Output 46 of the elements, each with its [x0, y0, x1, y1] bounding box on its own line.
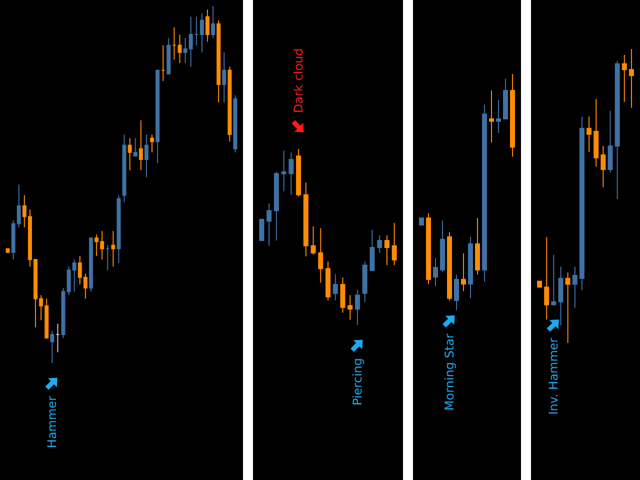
candlestick: [608, 110, 613, 173]
candlestick: [622, 54, 627, 102]
candlestick: [288, 152, 294, 196]
candlestick: [489, 90, 494, 143]
candlestick: [551, 254, 556, 306]
annotation: Hammer: [45, 396, 60, 448]
candlestick: [377, 234, 382, 254]
candlestick: [178, 34, 182, 64]
candlestick: [496, 99, 501, 134]
candlestick: [111, 230, 116, 268]
annotation: Inv. Hammer: [546, 338, 561, 415]
candlestick: [586, 116, 592, 152]
annotation: Piercing: [350, 358, 364, 406]
candlestick: [392, 222, 397, 266]
candlestick: [384, 234, 390, 266]
candlestick: [558, 266, 564, 326]
candlestick: [544, 236, 550, 320]
candlestick: [461, 252, 466, 292]
candlestick: [222, 52, 226, 103]
candlestick: [205, 9, 210, 42]
candlestick: [348, 294, 353, 320]
candlestick: [332, 273, 338, 301]
candlestick: [370, 229, 375, 271]
candlestick: [50, 330, 54, 364]
candlestick: [281, 150, 286, 192]
candlestick: [628, 48, 634, 108]
annotation: Morning Star: [442, 334, 456, 411]
candlestick: [150, 134, 154, 153]
candlestick: [259, 218, 264, 242]
candlestick: [433, 258, 438, 287]
candlestick: [144, 134, 148, 178]
candlestick: [138, 120, 143, 171]
candlestick: [318, 228, 324, 284]
candlestick: [454, 274, 459, 310]
candlestick: [211, 6, 216, 39]
candlestick: [340, 276, 346, 314]
candlestick: [128, 138, 132, 171]
candlestick: [133, 138, 138, 156]
candlestick: [600, 146, 606, 188]
candlestick: [354, 289, 360, 326]
candlestick: [266, 203, 272, 246]
candlestick: [565, 272, 570, 344]
annotation: Dark cloud: [292, 48, 306, 113]
candlestick: [200, 12, 204, 53]
candlestick: [310, 226, 316, 256]
candlestick: [572, 266, 578, 308]
